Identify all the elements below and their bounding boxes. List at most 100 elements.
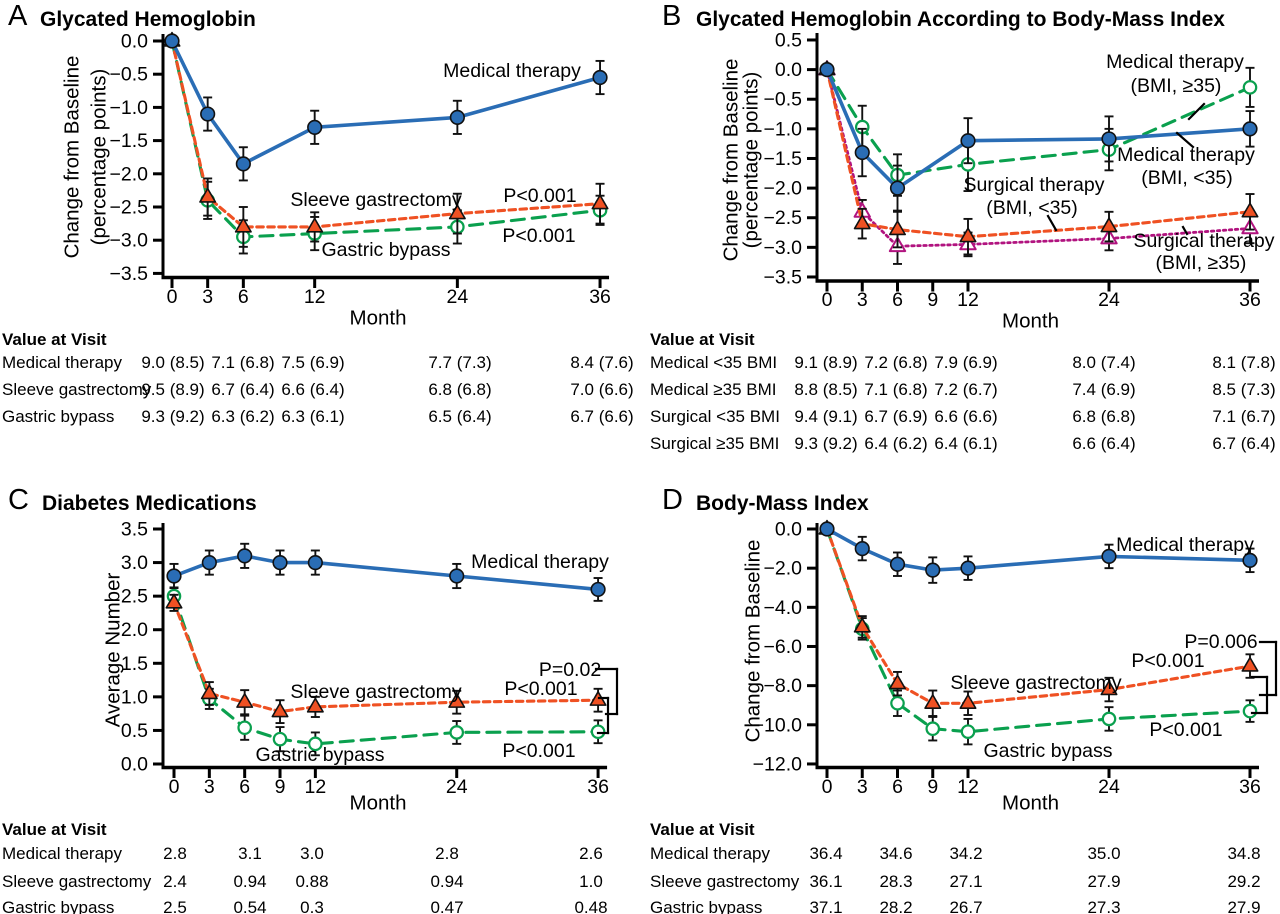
table-row-label: Sleeve gastrectomy	[650, 872, 800, 891]
data-point	[200, 106, 216, 122]
table-cell: 27.1	[949, 872, 983, 891]
series-line	[825, 68, 1252, 177]
y-tick-label: 1.0	[121, 686, 148, 708]
table-cell: 36.4	[809, 844, 843, 863]
table-row-label: Sleeve gastrectomy	[2, 380, 152, 399]
bracket-line	[1046, 214, 1058, 232]
data-point	[889, 180, 906, 196]
table-cell: 8.4 (7.6)	[570, 353, 634, 372]
data-point	[819, 521, 835, 537]
data-point	[1101, 131, 1117, 147]
data-point	[449, 725, 465, 740]
table-cell: 27.9	[1087, 872, 1121, 891]
data-point	[201, 554, 217, 571]
data-point	[924, 694, 942, 709]
data-point	[592, 69, 608, 86]
data-point	[853, 214, 871, 230]
y-tick-label: −1.0	[110, 97, 149, 119]
data-point	[448, 693, 466, 708]
data-point	[166, 568, 182, 584]
table-cell: 34.6	[879, 844, 913, 863]
x-axis-title: Month	[350, 792, 407, 815]
x-axis-title: Month	[1002, 792, 1059, 815]
table-cell: 34.2	[949, 844, 983, 863]
table-cell: 34.8	[1227, 844, 1261, 863]
x-tick-label: 3	[202, 286, 213, 308]
series-line	[170, 39, 602, 229]
data-point	[590, 581, 606, 598]
annotation-label: Gastric bypass	[984, 740, 1113, 762]
table-row-label: Gastric bypass	[2, 898, 115, 914]
data-point	[235, 156, 251, 172]
data-point	[306, 217, 324, 233]
annotation-label: (BMI, <35)	[986, 197, 1078, 219]
table-cell: 7.9 (6.9)	[934, 353, 998, 372]
x-tick-label: 0	[822, 289, 833, 311]
annotation-label: P<0.001	[502, 740, 575, 762]
x-tick-label: 0	[169, 776, 180, 798]
table-cell: 6.5 (6.4)	[428, 407, 492, 426]
panel-c: C Diabetes Medications 3.5 3.0 2.5 2.0 1.5 1.…	[0, 457, 640, 914]
table-cell: 6.7 (6.4)	[211, 380, 275, 399]
panel-chart: 0.0−0.5−1.0−1.5−2.0−2.5−3.0−3.50 3 6 12 24 36…	[61, 31, 611, 330]
data-point	[306, 697, 324, 713]
series-line	[825, 68, 1252, 239]
x-tick-label: 12	[304, 286, 326, 308]
y-tick-label: 2.5	[121, 586, 148, 608]
table-cell: 6.8 (6.8)	[428, 380, 492, 399]
annotation-label: Sleeve gastrectomy	[950, 672, 1121, 694]
table-cell: 0.88	[295, 872, 329, 891]
y-tick-label: 3.5	[121, 519, 148, 541]
data-point	[890, 695, 905, 711]
table-row-label: Gastric bypass	[650, 898, 763, 914]
table-cell: 29.2	[1227, 872, 1261, 891]
annotation-label: P=0.02	[539, 659, 601, 681]
table-cell: 9.3 (9.2)	[141, 407, 205, 426]
y-axis-title: Change from Baseline	[720, 59, 743, 262]
panel-title: Glycated Hemoglobin According to Body-Ma…	[696, 8, 1225, 31]
data-point	[1100, 680, 1118, 696]
table-cell: 7.4 (6.9)	[1072, 380, 1136, 399]
data-point	[236, 693, 254, 708]
annotation-label: P=0.006	[1184, 631, 1257, 653]
bracket-line	[1187, 102, 1206, 121]
table-cell: 6.4 (6.2)	[864, 434, 928, 453]
panel-chart: 0.0−2.0−4.0−6.0−8.0−10.0−12.00 3 6 9 12 24 36M…	[742, 519, 1278, 815]
annotation-label: Surgical therapy	[964, 174, 1105, 196]
table-row-label: Medical therapy	[650, 844, 771, 863]
table-cell: 0.48	[574, 898, 608, 914]
y-tick-label: −12.0	[753, 753, 802, 775]
data-point	[234, 217, 252, 233]
bracket-line	[1181, 225, 1189, 236]
value-at-visit-header: Value at Visit	[650, 330, 755, 349]
table-cell: 7.7 (7.3)	[428, 353, 492, 372]
data-point	[960, 560, 976, 576]
data-point	[960, 724, 976, 739]
table-cell: 0.94	[430, 872, 464, 891]
data-point	[1101, 548, 1117, 565]
table-cell: 35.0	[1087, 844, 1121, 863]
table-cell: 7.1 (6.8)	[211, 353, 275, 372]
table-cell: 6.6 (6.6)	[934, 407, 998, 426]
data-point	[1101, 711, 1117, 727]
table-cell: 6.6 (6.4)	[281, 380, 345, 399]
table-cell: 7.0 (6.6)	[570, 380, 634, 399]
data-point	[854, 540, 870, 557]
annotation-label: Gastric bypass	[256, 744, 385, 766]
data-point	[307, 119, 323, 135]
panel-title: Body-Mass Index	[696, 492, 869, 515]
table-cell: 3.0	[300, 844, 324, 863]
x-tick-label: 36	[589, 286, 611, 308]
data-point	[960, 133, 976, 149]
panel-d: D Body-Mass Index 0.0 −2.0 −4.0 −6.0 −8.0 −10…	[640, 457, 1280, 914]
table-cell: 0.94	[233, 872, 267, 891]
table-cell: 3.1	[238, 844, 262, 863]
data-point	[591, 194, 609, 210]
series-line	[825, 68, 1252, 248]
y-tick-label: −2.5	[764, 207, 803, 229]
y-tick-label: −4.0	[764, 597, 803, 619]
data-point	[237, 720, 252, 736]
annotation-label: P<0.001	[502, 225, 575, 247]
table-cell: 2.6	[579, 844, 603, 863]
